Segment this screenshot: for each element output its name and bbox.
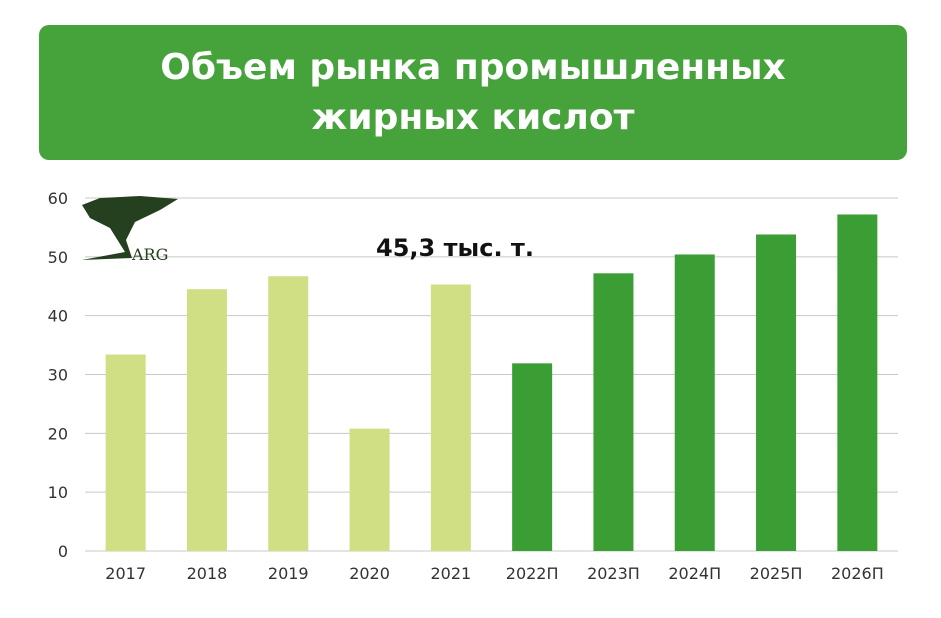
bar-2020 bbox=[349, 428, 390, 551]
x-tick-label: 2025П bbox=[750, 564, 803, 583]
bar-2024П bbox=[674, 254, 715, 552]
x-tick-label: 2017 bbox=[105, 564, 146, 583]
x-tick-label: 2018 bbox=[187, 564, 228, 583]
y-tick-label: 30 bbox=[48, 366, 68, 385]
x-tick-label: 2024П bbox=[668, 564, 721, 583]
bar-2023П bbox=[593, 273, 634, 551]
y-tick-label: 0 bbox=[58, 542, 68, 561]
bar-2017 bbox=[105, 354, 146, 551]
svg-text:ARG: ARG bbox=[131, 245, 168, 264]
title-banner: Объем рынка промышленных жирных кислот bbox=[39, 25, 907, 160]
bar-2018 bbox=[186, 289, 227, 551]
y-tick-label: 20 bbox=[48, 424, 68, 443]
y-tick-label: 60 bbox=[48, 189, 68, 208]
y-tick-label: 40 bbox=[48, 307, 68, 326]
x-tick-label: 2022П bbox=[506, 564, 559, 583]
bar-2021 bbox=[430, 284, 471, 551]
x-tick-label: 2026П bbox=[831, 564, 884, 583]
y-tick-label: 50 bbox=[48, 248, 68, 267]
chart-title: Объем рынка промышленных жирных кислот bbox=[160, 46, 786, 138]
bar-2022П bbox=[512, 363, 553, 551]
annotation-label: 45,3 тыс. т. bbox=[376, 234, 534, 262]
x-tick-label: 2023П bbox=[587, 564, 640, 583]
x-tick-label: 2019 bbox=[268, 564, 309, 583]
y-tick-label: 10 bbox=[48, 483, 68, 502]
x-tick-label: 2020 bbox=[349, 564, 390, 583]
tree-icon bbox=[82, 196, 178, 260]
bar-2019 bbox=[268, 276, 309, 551]
bar-2026П bbox=[837, 214, 878, 551]
bar-2025П bbox=[756, 234, 797, 551]
x-tick-label: 2021 bbox=[430, 564, 471, 583]
arg-logo: ARG bbox=[82, 196, 178, 264]
